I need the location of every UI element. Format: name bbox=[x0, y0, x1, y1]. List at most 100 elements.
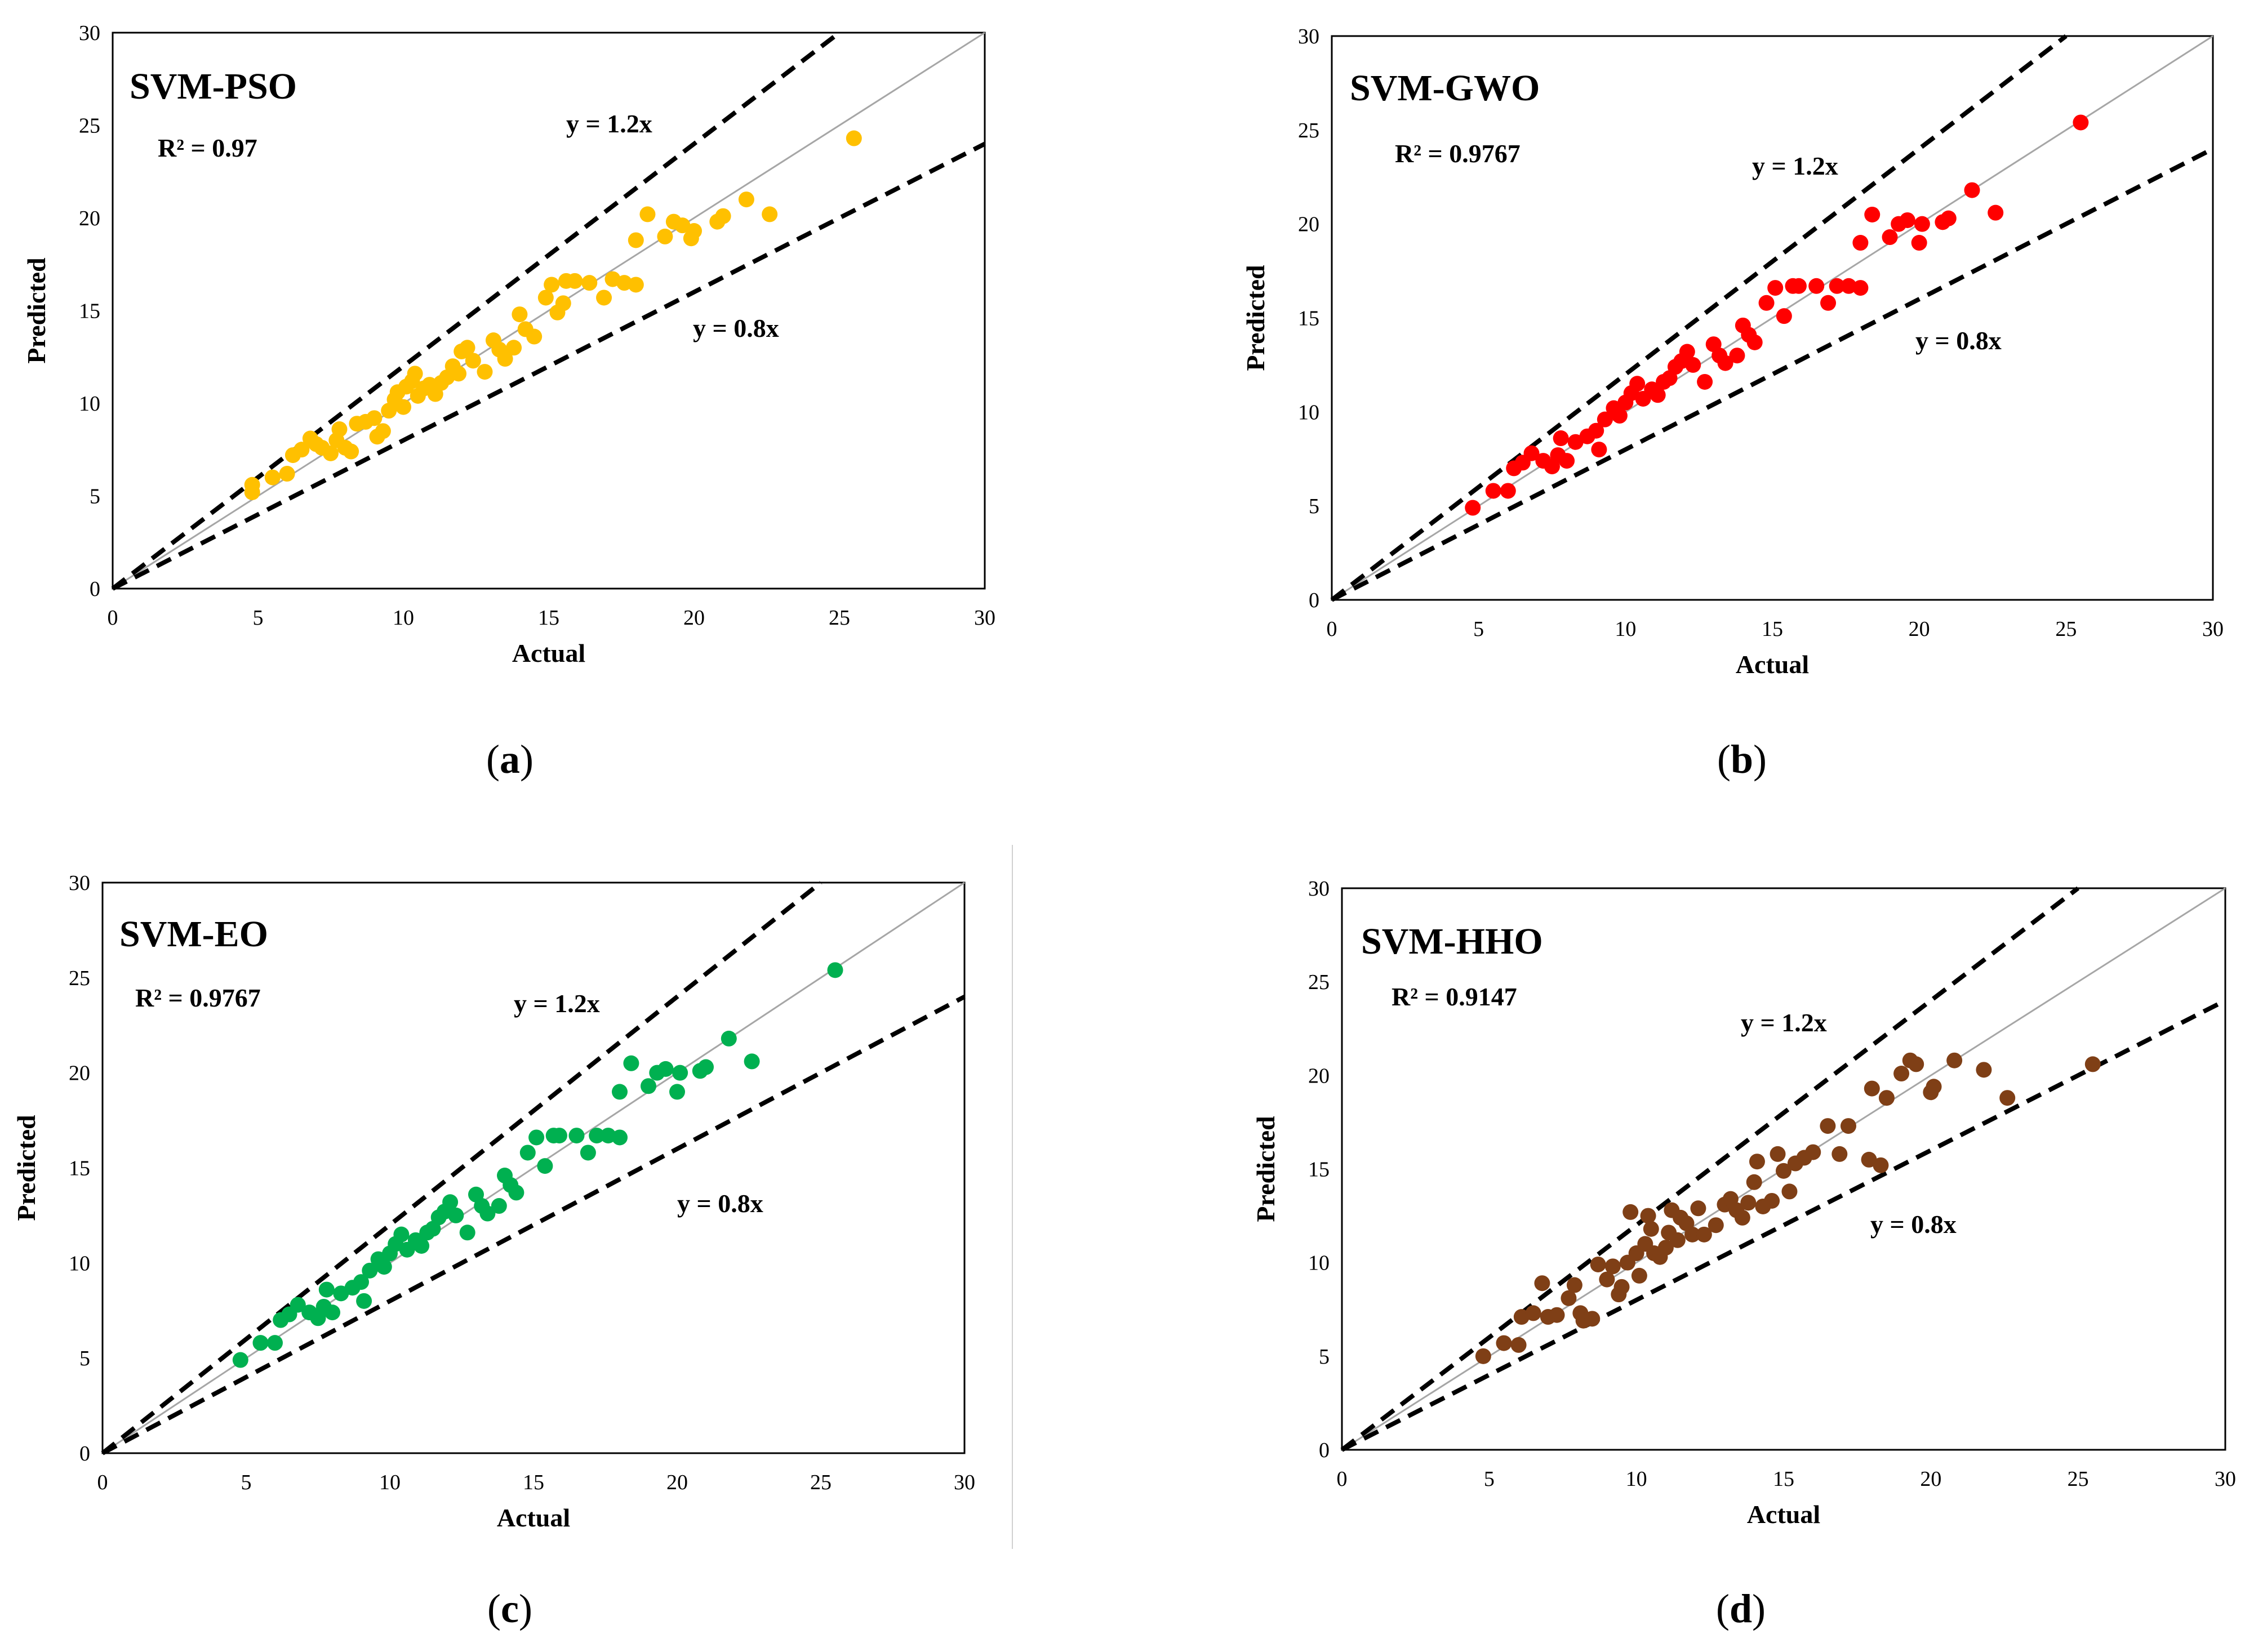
panel-d-data-point bbox=[1740, 1195, 1757, 1211]
panel-a-data-point bbox=[395, 399, 411, 415]
panel-c-data-point bbox=[459, 1224, 475, 1241]
panel-d-data-point bbox=[1640, 1208, 1656, 1224]
panel-d-x-tick-label: 5 bbox=[1484, 1467, 1495, 1491]
panel-b-x-tick-label: 30 bbox=[2202, 617, 2224, 641]
panel-b-data-point bbox=[1808, 278, 1825, 294]
panel-d-lower-line-label: y = 0.8x bbox=[1870, 1210, 1957, 1239]
panel-b-data-point bbox=[1685, 357, 1701, 373]
chart-panel-c: 00 5 5 10 10 15 15 20 20 25 25 30 30 SVM-EO R² = 0.976… bbox=[12, 871, 975, 1631]
panel-a-data-point bbox=[657, 228, 673, 244]
panel-a-data-point bbox=[407, 366, 423, 382]
panel-c-upper-bound-line bbox=[101, 880, 823, 1455]
panel-c-data-point bbox=[827, 962, 843, 978]
panel-d-data-point bbox=[1926, 1079, 1942, 1095]
panel-a-data-point bbox=[762, 206, 778, 222]
panel-b-model-title: SVM-GWO bbox=[1350, 68, 1540, 109]
panel-c-data-point bbox=[589, 1128, 605, 1144]
panel-b-data-point bbox=[1758, 295, 1775, 311]
panel-b-data-point bbox=[1911, 235, 1927, 251]
panel-a-x-axis-title: Actual bbox=[512, 639, 585, 667]
panel-b-upper-bound-line bbox=[1330, 34, 2068, 602]
panel-b-data-point bbox=[1523, 445, 1540, 461]
panel-d-upper-bound-line bbox=[1340, 886, 2080, 1452]
panel-d-y-axis-title: Predicted bbox=[1251, 1116, 1280, 1222]
panel-b-data-point bbox=[1790, 278, 1807, 294]
panel-d-y-tick-label: 15 bbox=[1308, 1158, 1330, 1182]
panel-b-x-tick-label: 10 bbox=[1615, 617, 1636, 641]
panel-b-x-tick-label: 0 bbox=[1327, 617, 1337, 641]
panel-a-upper-line-label: y = 1.2x bbox=[566, 109, 652, 138]
panel-b-x-tick-label: 5 bbox=[1473, 617, 1484, 641]
panel-d-x-tick-label: 0 bbox=[1337, 1467, 1348, 1491]
panel-c-r2-label: R² = 0.9767 bbox=[135, 983, 261, 1012]
panel-d-data-point bbox=[1566, 1277, 1582, 1293]
panel-c-x-tick-label: 30 bbox=[954, 1471, 975, 1494]
panel-c-data-point bbox=[698, 1059, 714, 1075]
panel-d-data-point bbox=[1534, 1275, 1550, 1292]
panel-a-data-point bbox=[686, 223, 702, 239]
panel-d-x-tick-label: 20 bbox=[1920, 1467, 1941, 1491]
panel-d-data-point bbox=[1840, 1118, 1856, 1134]
panel-d-data-point bbox=[1525, 1305, 1541, 1321]
panel-d-data-point bbox=[1893, 1066, 1910, 1082]
panel-a-data-point bbox=[846, 130, 862, 146]
panel-a-lower-bound-line bbox=[112, 141, 986, 591]
panel-c-x-tick-label: 10 bbox=[379, 1471, 401, 1494]
panel-a-lower-line-label: y = 0.8x bbox=[693, 314, 779, 342]
panel-a-data-point bbox=[628, 232, 644, 248]
panel-d-data-point bbox=[1831, 1146, 1848, 1162]
panel-a-caption-open: ( bbox=[486, 737, 500, 782]
panel-b-data-point bbox=[1940, 210, 1957, 226]
panel-d-data-point bbox=[1549, 1307, 1565, 1323]
chart-panel-d: 00 5 5 10 10 15 15 20 20 25 25 30 30 SVM-HHO R² = 0.91… bbox=[1251, 877, 2236, 1631]
panel-b-data-point bbox=[1485, 483, 1501, 499]
panel-c-data-point bbox=[508, 1185, 524, 1201]
panel-c-data-point bbox=[393, 1226, 410, 1243]
panel-b-x-tick-label: 20 bbox=[1909, 617, 1930, 641]
panel-a-y-tick-label: 20 bbox=[79, 207, 100, 230]
panel-d-data-point bbox=[1764, 1192, 1780, 1209]
panel-c-data-point bbox=[672, 1065, 688, 1081]
panel-a-y-tick-label: 30 bbox=[79, 21, 100, 45]
panel-a-x-tick-label: 0 bbox=[108, 606, 118, 630]
panel-a-data-point bbox=[459, 340, 475, 356]
panel-c-data-point bbox=[267, 1335, 283, 1351]
panel-b-data-point bbox=[1465, 500, 1481, 516]
panel-b-caption: (b) bbox=[1717, 737, 1767, 782]
panel-b-data-point bbox=[1591, 442, 1607, 458]
panel-a-data-point bbox=[497, 351, 513, 367]
panel-a-data-point bbox=[366, 410, 383, 426]
panel-c-data-point bbox=[491, 1198, 507, 1214]
panel-c-lower-line-label: y = 0.8x bbox=[677, 1189, 763, 1218]
panel-c-data-point bbox=[519, 1145, 536, 1161]
panel-b-data-point bbox=[1964, 182, 1980, 198]
panel-c-caption-letter: c bbox=[501, 1586, 519, 1631]
panel-d-data-point bbox=[1878, 1090, 1895, 1106]
panel-b-lower-line-label: y = 0.8x bbox=[1915, 326, 2002, 355]
panel-c-data-point bbox=[356, 1293, 372, 1309]
panel-b-x-tick-label: 15 bbox=[1762, 617, 1783, 641]
panel-b-data-point bbox=[1852, 280, 1869, 296]
panel-c-y-tick-label: 30 bbox=[69, 871, 90, 895]
panel-a-data-point bbox=[567, 273, 583, 289]
panel-d-data-point bbox=[1805, 1144, 1821, 1160]
panel-a-data-point bbox=[544, 277, 560, 293]
panel-d-x-tick-label: 15 bbox=[1773, 1467, 1794, 1491]
panel-c-data-point bbox=[551, 1128, 567, 1144]
panel-b-caption-letter: b bbox=[1731, 737, 1753, 782]
panel-d-data-point bbox=[1781, 1183, 1798, 1200]
panel-d-y-tick-label: 5 bbox=[1319, 1345, 1330, 1369]
panel-d-y-tick-label: 0 bbox=[1319, 1439, 1330, 1462]
panel-d-data-point bbox=[1561, 1290, 1577, 1306]
panel-d-y-tick-label: 25 bbox=[1308, 970, 1330, 994]
panel-d-data-point bbox=[1746, 1174, 1762, 1190]
panel-d-data-point bbox=[1631, 1267, 1647, 1284]
panel-d-data-point bbox=[1684, 1226, 1700, 1243]
panel-c-x-tick-label: 15 bbox=[523, 1471, 544, 1494]
panel-a-x-tick-label: 5 bbox=[253, 606, 264, 630]
panel-c-data-point bbox=[612, 1129, 628, 1146]
panel-a-data-point bbox=[331, 421, 348, 438]
panel-b-data-point bbox=[1746, 334, 1763, 350]
panel-c-data-point bbox=[232, 1352, 248, 1368]
panel-d-data-point bbox=[1976, 1062, 1992, 1078]
